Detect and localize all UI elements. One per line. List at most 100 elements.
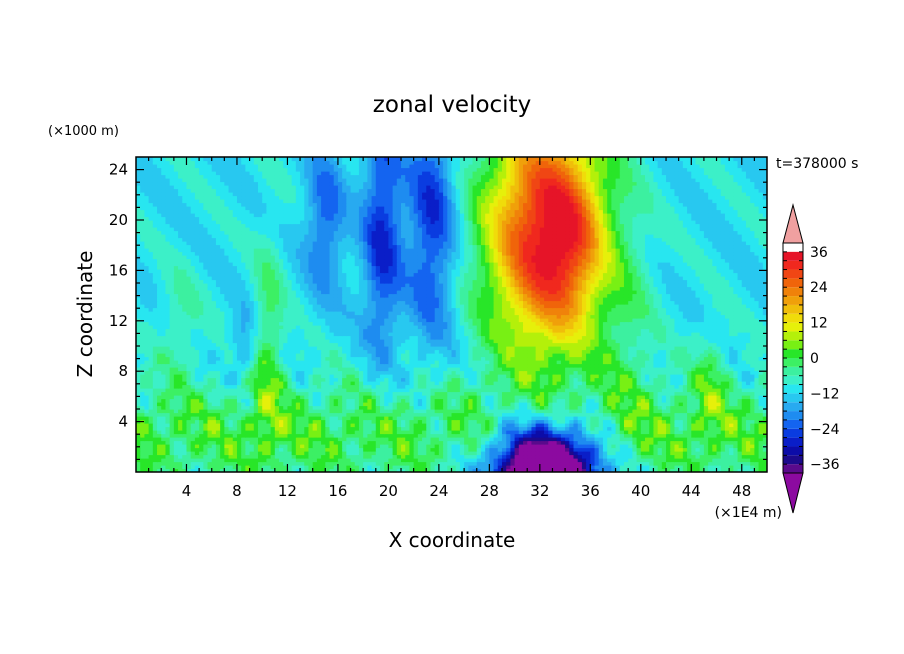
contour-cell (501, 363, 507, 368)
contour-cell (737, 356, 743, 361)
contour-cell (409, 419, 415, 424)
contour-cell (590, 437, 596, 442)
contour-cell (279, 409, 284, 414)
contour-cell (712, 384, 718, 389)
contour-cell (375, 384, 381, 389)
contour-cell (670, 367, 676, 372)
contour-cell (215, 419, 221, 424)
contour-cell (712, 423, 718, 428)
contour-cell (245, 395, 251, 400)
contour-cell (253, 454, 259, 459)
contour-cell (464, 454, 469, 459)
contour-cell (510, 360, 516, 365)
contour-cell (245, 412, 251, 417)
contour-cell (447, 374, 453, 379)
contour-cell (653, 440, 659, 445)
contour-cell (489, 468, 495, 472)
contour-cell (741, 461, 747, 466)
contour-cell (476, 419, 482, 424)
contour-cell (762, 377, 767, 382)
contour-cell (312, 468, 318, 472)
contour-cell (422, 409, 427, 414)
contour-cell (409, 468, 415, 472)
contour-cell (623, 363, 629, 368)
contour-cell (480, 381, 486, 386)
contour-cell (552, 468, 558, 472)
contour-cell (228, 381, 234, 386)
contour-cell (199, 367, 204, 372)
contour-cell (708, 465, 713, 470)
contour-cell (745, 381, 751, 386)
contour-cell (539, 437, 545, 442)
contour-cell (257, 381, 263, 386)
contour-cell (232, 374, 238, 379)
contour-cell (611, 398, 617, 403)
contour-cell (468, 395, 474, 400)
contour-cell (434, 451, 440, 456)
contour-cell (653, 419, 659, 424)
contour-cell (173, 430, 179, 435)
contour-cell (560, 465, 566, 470)
contour-cell (379, 465, 385, 470)
contour-cell (190, 416, 196, 421)
contour-cell (346, 384, 352, 389)
contour-cell (232, 447, 238, 452)
contour-cell (754, 451, 760, 456)
contour-cell (762, 398, 767, 403)
contour-cell (333, 437, 339, 442)
contour-cell (379, 402, 385, 407)
contour-cell (527, 440, 533, 445)
contour-cell (363, 465, 368, 470)
contour-cell (375, 402, 381, 407)
contour-cell (682, 433, 688, 438)
contour-cell (178, 367, 183, 372)
contour-cell (661, 458, 667, 463)
contour-cell (165, 426, 171, 431)
contour-cell (371, 430, 377, 435)
contour-cell (468, 440, 474, 445)
contour-cell (741, 451, 747, 456)
contour-cell (628, 412, 633, 417)
contour-cell (724, 409, 730, 414)
contour-cell (510, 430, 516, 435)
contour-cell (325, 447, 331, 452)
contour-cell (678, 370, 684, 375)
contour-cell (741, 384, 747, 389)
contour-cell (211, 423, 217, 428)
contour-cell (422, 360, 427, 365)
contour-cell (337, 367, 343, 372)
contour-cell (619, 384, 625, 389)
contour-cell (737, 447, 743, 452)
contour-cell (199, 419, 204, 424)
contour-cell (468, 454, 474, 459)
contour-cell (342, 367, 347, 372)
contour-cell (434, 440, 440, 445)
contour-cell (152, 388, 158, 393)
contour-cell (729, 468, 734, 472)
contour-cell (321, 423, 326, 428)
contour-cell (220, 370, 225, 375)
contour-cell (363, 370, 368, 375)
contour-cell (552, 384, 558, 389)
contour-cell (354, 426, 360, 431)
contour-cell (682, 370, 688, 375)
contour-cell (468, 381, 474, 386)
contour-cell (594, 440, 600, 445)
contour-cell (699, 409, 705, 414)
contour-cell (379, 444, 385, 449)
contour-cell (417, 367, 423, 372)
contour-cell (615, 433, 621, 438)
contour-cell (203, 461, 209, 466)
contour-cell (556, 426, 562, 431)
contour-cell (712, 370, 718, 375)
contour-cell (480, 360, 486, 365)
contour-cell (257, 363, 263, 368)
contour-cell (249, 353, 255, 358)
contour-cell (413, 416, 419, 421)
contour-cell (236, 468, 242, 472)
contour-cell (666, 391, 671, 396)
contour-cell (312, 451, 318, 456)
contour-cell (506, 381, 511, 386)
contour-cell (379, 430, 385, 435)
contour-cell (485, 468, 490, 472)
